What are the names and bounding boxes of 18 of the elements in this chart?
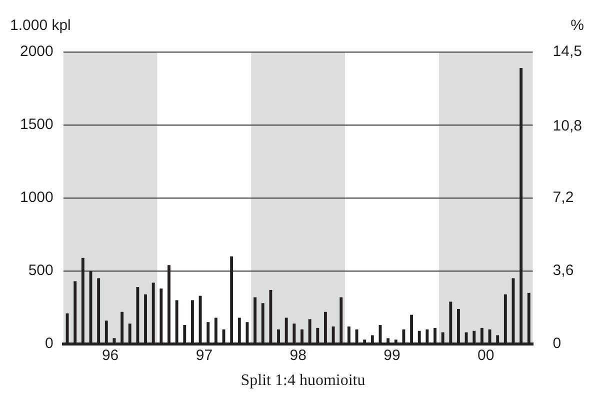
x-tick-label: 99 <box>384 347 400 364</box>
y2-tick-label: 10,8 <box>552 118 582 135</box>
x-tick-label: 97 <box>196 347 213 364</box>
y-tick-label: 500 <box>28 262 54 280</box>
y2-axis-title: % <box>570 17 584 34</box>
text: Split 1:4 huomioitu <box>240 372 366 390</box>
y2-tick-label: 14,5 <box>552 43 582 60</box>
y-tick-label: 1500 <box>20 116 54 134</box>
y2-tick-label: 3,6 <box>552 262 574 280</box>
y-tick-label: 1000 <box>20 189 54 206</box>
y2-tick-label: 0 <box>552 335 562 352</box>
x-tick-label: 00 <box>478 347 494 364</box>
y-tick-label: 2000 <box>20 43 54 60</box>
y2-tick-label: 7,2 <box>552 189 574 206</box>
y-axis-title: 1.000 kpl <box>10 17 71 34</box>
x-tick-label: 96 <box>102 347 119 364</box>
x-tick-label: 98 <box>290 347 306 364</box>
y-tick-label: 0 <box>45 335 54 352</box>
